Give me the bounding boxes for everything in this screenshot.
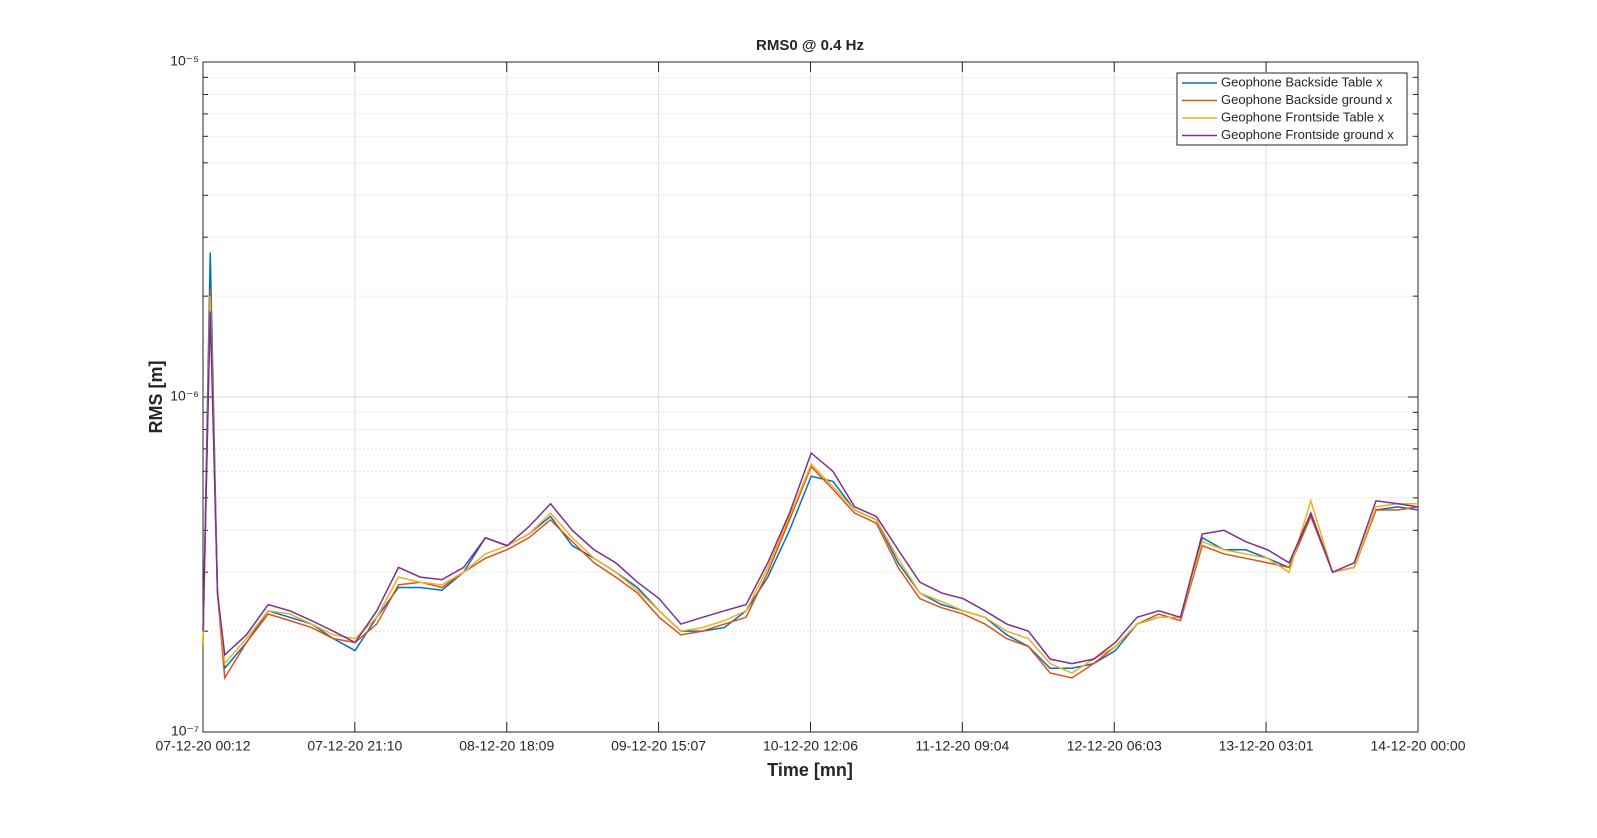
data-line — [202, 252, 1419, 671]
legend-label: Geophone Backside ground x — [1221, 92, 1393, 107]
chart-title: RMS0 @ 0.4 Hz — [756, 37, 864, 54]
x-tick-label: 09-12-20 15:07 — [611, 738, 706, 754]
x-tick-label: 13-12-20 03:01 — [1219, 738, 1314, 754]
x-tick-label: 11-12-20 09:04 — [915, 738, 1009, 754]
y-tick-label: 10⁻⁵ — [170, 53, 199, 69]
x-tick-label: 10-12-20 12:06 — [763, 738, 858, 754]
legend-box — [1176, 72, 1408, 146]
x-tick-label: 14-12-20 00:00 — [1371, 738, 1466, 754]
x-tick-label: 08-12-20 18:09 — [459, 738, 554, 754]
x-axis-label: Time [mn] — [767, 760, 853, 780]
legend-label: Geophone Backside Table x — [1221, 74, 1383, 89]
legend-label: Geophone Frontside Table x — [1221, 109, 1385, 124]
data-line — [202, 296, 1418, 674]
y-tick-label: 10⁻⁷ — [171, 723, 199, 739]
data-line — [202, 311, 1419, 665]
legend-label: Geophone Frontside ground x — [1221, 127, 1394, 142]
y-axis-label: RMS [m] — [146, 361, 166, 434]
x-tick-label: 07-12-20 00:12 — [156, 738, 251, 754]
y-tick-label: 10⁻⁶ — [170, 388, 199, 404]
x-tick-label: 07-12-20 21:10 — [307, 738, 402, 754]
x-tick-label: 12-12-20 06:03 — [1067, 738, 1162, 754]
data-line — [202, 289, 1419, 681]
plot-frame — [202, 61, 1419, 733]
